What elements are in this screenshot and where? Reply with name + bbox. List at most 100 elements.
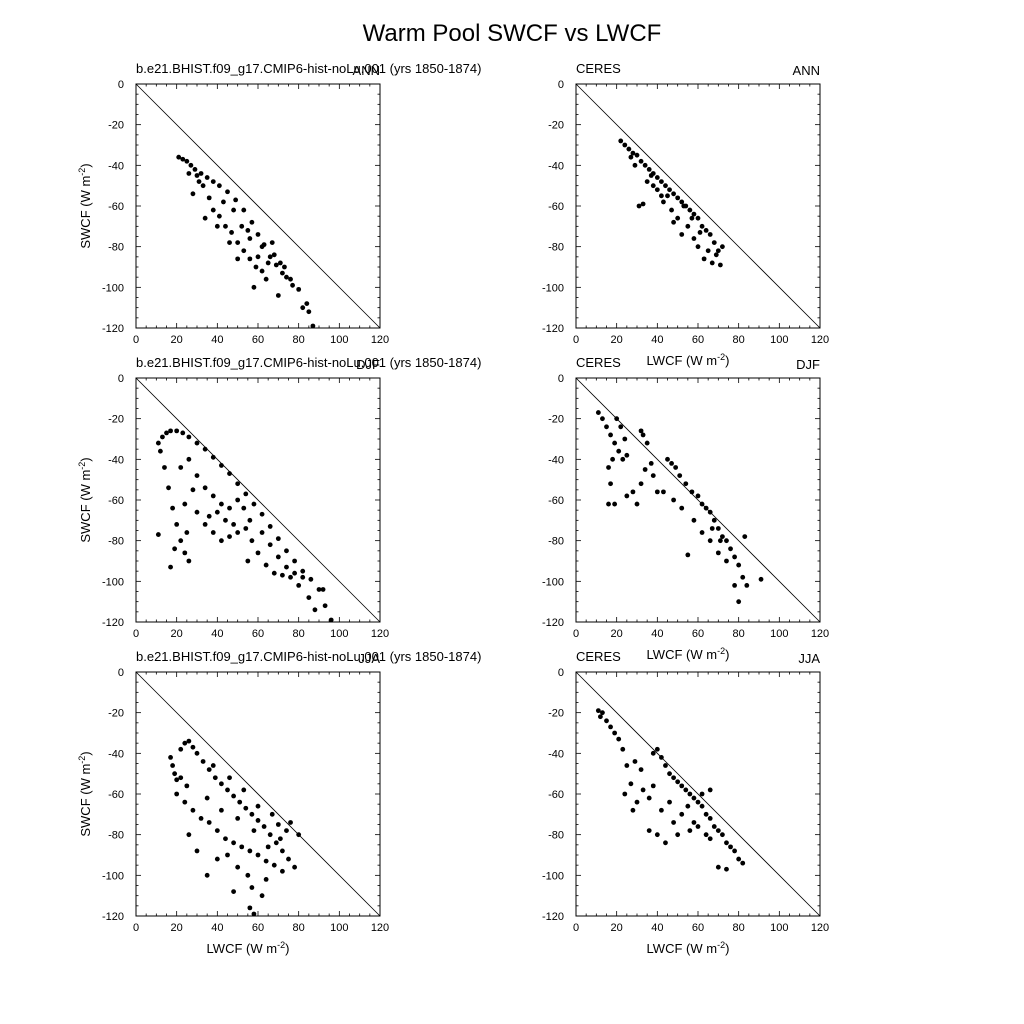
data-point	[661, 199, 666, 205]
data-point	[636, 203, 642, 209]
data-point	[178, 746, 184, 752]
data-point	[235, 530, 241, 535]
data-point	[235, 816, 241, 821]
data-point	[292, 558, 297, 564]
data-point	[202, 446, 208, 452]
data-point	[255, 550, 261, 556]
data-point	[695, 799, 701, 805]
data-point	[646, 828, 652, 833]
x-tick-label: 80	[733, 334, 745, 346]
data-point	[638, 481, 644, 487]
data-point	[671, 775, 676, 781]
data-point	[267, 542, 273, 548]
data-point	[190, 487, 196, 493]
data-point	[280, 848, 285, 854]
data-point	[616, 736, 622, 742]
reference-line	[135, 83, 381, 329]
data-point	[720, 244, 725, 250]
data-point	[707, 816, 713, 821]
data-point	[235, 240, 241, 246]
data-point	[671, 191, 676, 197]
data-point	[608, 724, 613, 730]
data-point	[663, 763, 668, 768]
x-tick-label: 80	[293, 628, 305, 640]
data-point	[681, 203, 687, 209]
data-point	[699, 501, 705, 507]
data-point	[186, 434, 192, 440]
x-tick-label: 120	[371, 334, 389, 346]
axis-ticks	[135, 671, 381, 917]
data-point	[663, 840, 668, 846]
data-point	[190, 744, 196, 750]
data-point	[728, 844, 733, 850]
y-axis-title: SWCF (W m-2)	[77, 751, 93, 836]
panel-ceres-djf: 0 20 40 60 80 100 120 0 -20 -40 -60 -80 -100 -120 CERE…	[542, 355, 829, 662]
y-tick-label: -60	[548, 495, 564, 507]
axis-ticks	[575, 377, 821, 623]
data-point	[168, 564, 173, 570]
data-point	[624, 452, 630, 458]
data-point	[178, 538, 184, 544]
data-point	[671, 219, 676, 225]
data-point	[271, 570, 277, 576]
y-tick-label: -60	[108, 495, 124, 507]
x-axis-title: LWCF (W m-2)	[647, 352, 730, 368]
data-point	[186, 171, 192, 176]
x-tick-label: 60	[252, 628, 264, 640]
x-tick-label: 100	[770, 628, 788, 640]
data-point	[691, 236, 697, 241]
data-point	[275, 822, 281, 827]
data-point	[308, 576, 314, 582]
data-point	[265, 844, 271, 850]
x-axis-title: LWCF (W m-2)	[647, 646, 730, 662]
data-point	[677, 473, 683, 478]
data-point	[219, 807, 224, 813]
data-point	[204, 872, 210, 878]
data-point	[210, 493, 216, 499]
data-point	[650, 183, 656, 189]
data-point	[182, 501, 188, 507]
data-point	[703, 811, 709, 817]
data-point	[267, 524, 273, 529]
data-point	[200, 759, 206, 764]
data-point	[604, 424, 609, 430]
data-point	[296, 832, 302, 838]
y-tick-label: -120	[102, 323, 124, 335]
data-point	[612, 730, 618, 736]
data-point	[186, 832, 192, 838]
panel-ceres-jja: 0 20 40 60 80 100 120 0 -20 -40 -60 -80 -100 -120 CERE…	[542, 649, 829, 956]
y-tick-label: -60	[548, 201, 564, 213]
y-tick-label: -20	[548, 414, 564, 426]
data-point	[707, 787, 713, 793]
data-point	[699, 530, 705, 535]
panel-model-djf: 0 20 40 60 80 100 120 0 -20 -40 -60 -80 -100 -120 b.e2…	[77, 355, 481, 640]
x-tick-label: 100	[330, 628, 348, 640]
data-point	[227, 505, 232, 511]
y-tick-label: -100	[542, 576, 564, 588]
panel-right-label: DJF	[796, 357, 820, 372]
data-point	[744, 583, 750, 588]
data-point	[225, 787, 230, 793]
data-point	[210, 530, 216, 535]
data-point	[667, 799, 672, 805]
data-point	[671, 820, 676, 825]
data-point	[223, 836, 228, 842]
data-points	[155, 428, 334, 623]
x-tick-label: 0	[573, 628, 579, 640]
x-tick-label: 40	[211, 628, 223, 640]
data-point	[740, 574, 746, 580]
data-point	[669, 207, 674, 213]
data-point	[168, 428, 173, 434]
y-tick-label: 0	[558, 667, 564, 679]
data-point	[650, 750, 656, 756]
data-point	[261, 824, 267, 829]
data-point	[642, 467, 648, 472]
data-point	[697, 230, 703, 235]
x-axis-title: LWCF (W m-2)	[647, 940, 730, 956]
panel-right-label: JJA	[798, 651, 820, 666]
data-point	[198, 171, 204, 176]
data-point	[608, 481, 613, 487]
x-tick-label: 80	[733, 628, 745, 640]
data-point	[624, 493, 630, 499]
y-tick-label: -100	[102, 282, 124, 294]
